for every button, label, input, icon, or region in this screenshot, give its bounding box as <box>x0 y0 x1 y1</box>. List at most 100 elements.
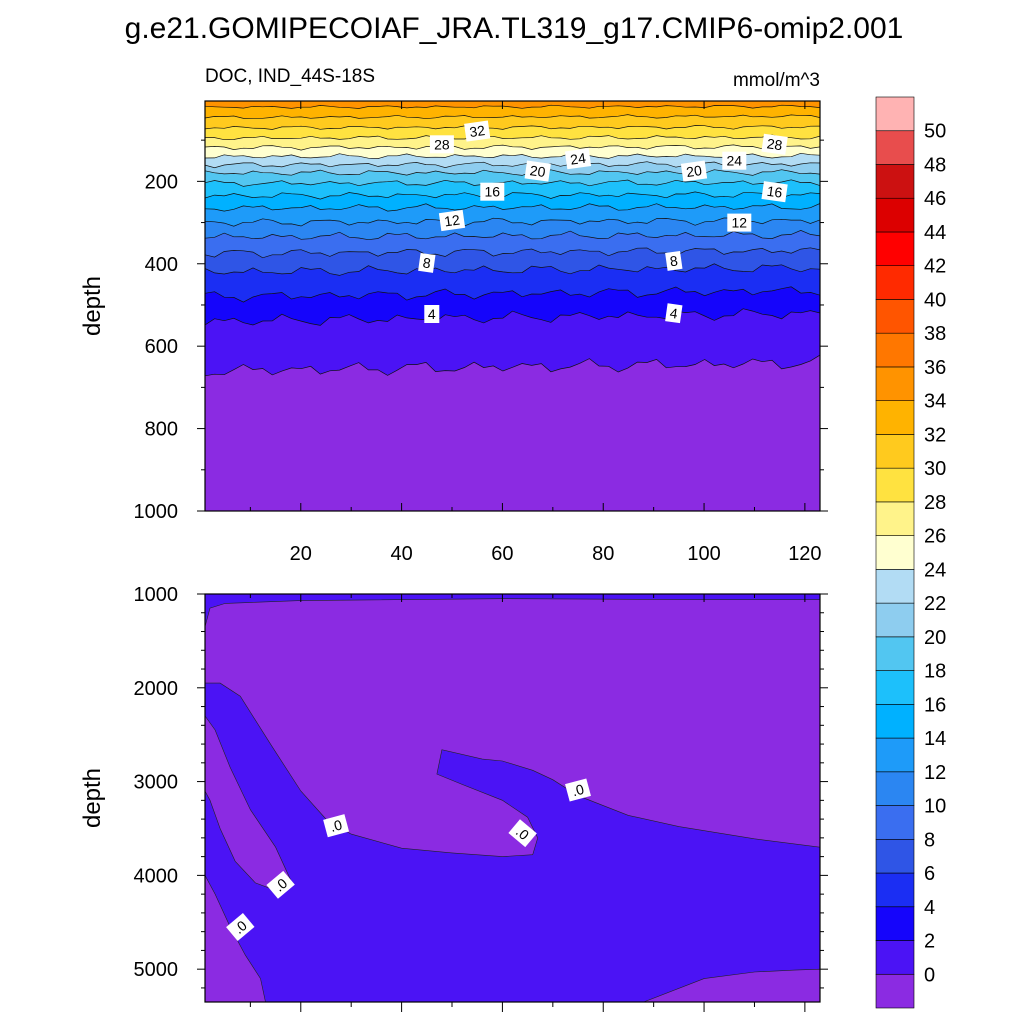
colorbar-tick-label: 8 <box>924 829 935 851</box>
lower-y-tick-label: 2000 <box>134 678 179 700</box>
upper-contour-label-box <box>480 182 505 201</box>
colorbar-tick-label: 42 <box>924 256 946 278</box>
upper-contour-label-text: 32 <box>468 122 486 140</box>
upper-contour-label: 16 <box>480 182 505 201</box>
upper-contour-label: 24 <box>564 148 592 170</box>
colorbar-swatch <box>875 299 915 334</box>
colorbar-swatch <box>875 501 915 536</box>
colorbar-swatch <box>875 434 915 469</box>
lower-y-tick-label: 3000 <box>134 772 179 794</box>
upper-contour-label-box <box>665 303 683 324</box>
units-label: mmol/m^3 <box>733 70 820 91</box>
colorbar-tick-label: 40 <box>924 289 946 311</box>
colorbar-tick-label: 46 <box>924 188 946 210</box>
upper-isoline-22 <box>205 161 820 169</box>
lower-axes: 1000 2000 3000 4000 5000 <box>134 584 828 1012</box>
lower-contour-fills <box>205 594 820 1002</box>
upper-contour-label: 12 <box>438 209 466 232</box>
upper-x-tick-label: 60 <box>491 543 513 565</box>
upper-contour-label: 4 <box>424 305 440 323</box>
colorbar-tick-label: 0 <box>924 964 935 986</box>
upper-contour-label: 8 <box>665 250 683 271</box>
upper-isoline-14 <box>205 203 820 212</box>
lower-contour-panel: .0 .0 .0 .0 .0 1000 2000 3000 4000 5000 depth <box>79 584 828 1012</box>
lower-contour-label-text: .0 <box>328 816 344 835</box>
colorbar-tick-label: 28 <box>924 492 946 514</box>
colorbar-swatch <box>875 940 915 975</box>
upper-isoline-26 <box>205 144 820 151</box>
colorbar-tick-label: 34 <box>924 391 946 413</box>
upper-contour-label-text: 16 <box>766 183 784 201</box>
colorbar-swatch <box>875 872 915 908</box>
lower-y-axis-label: depth <box>79 768 106 828</box>
upper-isoline-10 <box>205 230 820 241</box>
lower-contour-labels: .0 .0 .0 .0 .0 <box>226 778 591 941</box>
colorbar-swatch <box>875 332 915 368</box>
upper-contour-label-box <box>680 160 708 182</box>
lower-contour-label-box <box>266 870 295 899</box>
upper-isoline-24 <box>205 152 820 159</box>
upper-contour-label-box <box>438 209 466 232</box>
lower-contour-label-box <box>565 778 591 802</box>
upper-contour-labels: 32 28 28 24 24 20 20 16 16 12 12 8 8 4 4 <box>418 120 788 324</box>
colorbar-swatch <box>875 602 915 638</box>
upper-contour-label-box <box>464 120 491 142</box>
upper-contour-label: 28 <box>429 135 454 154</box>
upper-band-above-34 <box>205 101 820 109</box>
colorbar-tick-label: 36 <box>924 357 946 379</box>
colorbar-tick-label: 10 <box>924 796 946 818</box>
colorbar-swatch <box>875 569 915 604</box>
lower-contour-label-box <box>226 913 255 941</box>
upper-contour-label-box <box>564 148 592 170</box>
colorbar-tick-label: 18 <box>924 661 946 683</box>
upper-contour-label-text: 28 <box>766 135 784 153</box>
colorbar-tick-label: 48 <box>924 155 946 177</box>
upper-x-tick-label: 20 <box>290 543 312 565</box>
upper-isoline-6 <box>205 263 820 276</box>
lower-contour-label: .0 <box>508 819 537 848</box>
colorbar-tick-label: 24 <box>924 559 946 581</box>
upper-contour-label: 32 <box>464 120 491 142</box>
lower-contour-label-text: .0 <box>570 781 586 800</box>
colorbar-swatch <box>875 231 915 267</box>
upper-axes: 20 40 60 80 100 120 200 400 600 800 1000 <box>134 101 828 565</box>
lower-contour-label: .0 <box>266 870 295 899</box>
upper-isoline-4 <box>205 286 820 303</box>
lower-contour-label: .0 <box>226 913 255 941</box>
upper-isoline-0 <box>205 354 820 377</box>
colorbar-tick-label: 44 <box>924 222 946 244</box>
colorbar-tick-label: 22 <box>924 593 946 615</box>
colorbar-swatch <box>875 366 915 401</box>
upper-y-axis-label: depth <box>79 276 106 336</box>
colorbar-swatch <box>875 467 915 503</box>
colorbar-swatch <box>875 704 915 739</box>
upper-contour-label-text: 4 <box>669 305 679 322</box>
upper-isoline-2 <box>205 308 820 326</box>
colorbar-tick-label: 38 <box>924 323 946 345</box>
colorbar-swatch <box>875 670 915 705</box>
upper-plot-frame <box>204 100 821 512</box>
upper-contour-label-text: 16 <box>485 184 501 200</box>
upper-y-tick-label: 800 <box>145 419 178 441</box>
colorbar-tick-label: 30 <box>924 458 946 480</box>
colorbar-swatch <box>875 197 915 233</box>
colorbar-swatch <box>875 805 915 840</box>
lower-region-below-0-upper <box>205 598 820 857</box>
upper-x-tick-label: 40 <box>390 543 412 565</box>
upper-contour-label-box <box>761 133 788 155</box>
upper-contour-label-text: 12 <box>732 215 748 231</box>
upper-contour-label-box <box>665 250 683 271</box>
upper-contour-panel: 32 28 28 24 24 20 20 16 16 12 12 8 8 4 4 20 40 60 80 100 12… <box>79 100 828 565</box>
colorbar: 0246810121416182022242628303234363840424… <box>875 96 946 1009</box>
colorbar-swatch <box>875 838 915 874</box>
colorbar-tick-label: 6 <box>924 863 935 885</box>
colorbar-tick-label: 2 <box>924 931 935 953</box>
upper-isoline-12 <box>205 217 820 227</box>
upper-contour-label-box <box>418 252 436 273</box>
upper-isoline-20 <box>205 169 820 176</box>
upper-contour-label-text: 8 <box>422 254 432 271</box>
lower-contour-label-box <box>323 814 350 838</box>
figure-title: g.e21.GOMIPECOIAF_JRA.TL319_g17.CMIP6-om… <box>125 12 904 45</box>
upper-contour-label-text: 24 <box>569 150 587 168</box>
colorbar-swatch <box>875 164 915 199</box>
